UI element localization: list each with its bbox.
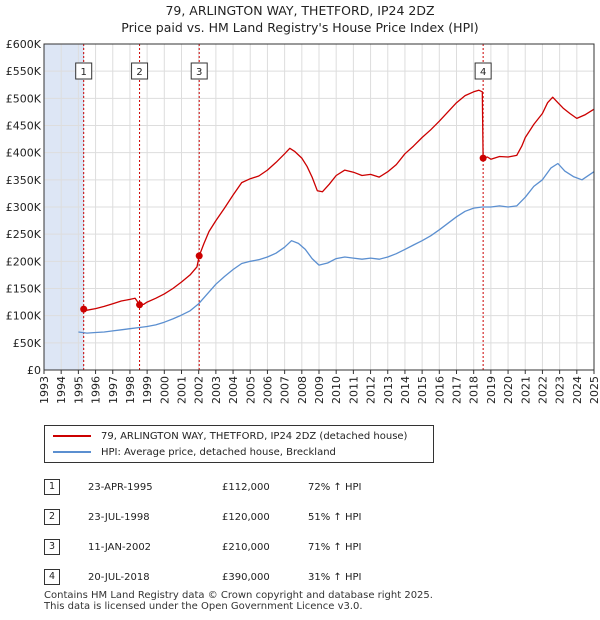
sales-table: 1 23-APR-1995 £112,000 72% ↑ HPI 2 23-JU… xyxy=(44,472,361,592)
sale-number-badge: 2 xyxy=(44,509,60,525)
x-tick-label: 2002 xyxy=(193,376,206,404)
chart-subtitle: Price paid vs. HM Land Registry's House … xyxy=(121,20,479,35)
x-tick-label: 2005 xyxy=(244,376,257,404)
sale-marker-label: 3 xyxy=(196,67,202,78)
table-row: 2 23-JUL-1998 £120,000 51% ↑ HPI xyxy=(44,502,361,532)
sale-point xyxy=(195,252,203,260)
price-chart: £0 £50K £100K £150K £200K £250K £300K £350K £400… xyxy=(6,38,600,404)
x-tick-label: 1996 xyxy=(90,376,103,404)
hpi-series-line xyxy=(78,162,595,334)
sale-hpi-change: 72% ↑ HPI xyxy=(308,481,362,493)
legend-swatch-hpi xyxy=(53,451,91,453)
sale-date: 20-JUL-2018 xyxy=(88,571,150,583)
sale-marker-box xyxy=(131,62,149,80)
x-tick-label: 2019 xyxy=(485,376,498,404)
chart-legend: 79, ARLINGTON WAY, THETFORD, IP24 2DZ (d… xyxy=(44,425,434,463)
sale-marker-box xyxy=(190,62,208,80)
x-tick-label: 1997 xyxy=(107,376,120,404)
x-tick-label: 2001 xyxy=(176,376,189,404)
sale-price: £390,000 xyxy=(222,571,270,583)
x-tick-label: 2018 xyxy=(468,376,481,404)
sale-date: 23-JUL-1998 xyxy=(88,511,150,523)
sale-date: 11-JAN-2002 xyxy=(88,541,152,553)
footer-licence: This data is licensed under the Open Gov… xyxy=(44,601,363,612)
sale-marker-label: 2 xyxy=(136,67,142,78)
x-tick-label: 2025 xyxy=(588,376,600,404)
y-tick-label: £450K xyxy=(6,120,42,133)
table-row: 4 20-JUL-2018 £390,000 31% ↑ HPI xyxy=(44,562,361,592)
chart-title: 79, ARLINGTON WAY, THETFORD, IP24 2DZ xyxy=(165,3,435,18)
sale-point xyxy=(136,301,144,309)
x-tick-label: 2023 xyxy=(554,376,567,404)
sale-point xyxy=(479,154,487,162)
x-tick-label: 2012 xyxy=(365,376,378,404)
sale-marker-box xyxy=(474,62,492,80)
sale-number-badge: 1 xyxy=(44,479,60,495)
x-tick-label: 2017 xyxy=(451,376,464,404)
x-tick-label: 2008 xyxy=(296,376,309,404)
sale-number-badge: 3 xyxy=(44,539,60,555)
x-tick-label: 1995 xyxy=(72,376,85,404)
sale-price: £112,000 xyxy=(222,481,270,493)
sale-marker-label: 4 xyxy=(480,67,486,78)
sale-point xyxy=(80,305,88,313)
sale-marker-box xyxy=(75,62,93,80)
x-tick-label: 2022 xyxy=(536,376,549,404)
legend-label-property: 79, ARLINGTON WAY, THETFORD, IP24 2DZ (d… xyxy=(101,430,408,442)
x-tick-label: 2000 xyxy=(158,376,171,404)
sale-number-badge: 4 xyxy=(44,569,60,585)
x-tick-label: 2014 xyxy=(399,376,412,404)
x-tick-label: 1994 xyxy=(55,376,68,404)
y-tick-label: £300K xyxy=(6,201,42,214)
x-tick-label: 2020 xyxy=(502,376,515,404)
table-row: 3 11-JAN-2002 £210,000 71% ↑ HPI xyxy=(44,532,361,562)
x-tick-label: 2011 xyxy=(347,376,360,404)
y-tick-label: £150K xyxy=(6,283,42,296)
y-tick-label: £250K xyxy=(6,228,42,241)
sale-hpi-change: 51% ↑ HPI xyxy=(308,511,362,523)
y-tick-label: £50K xyxy=(13,337,42,350)
sale-price: £210,000 xyxy=(222,541,270,553)
sale-hpi-change: 31% ↑ HPI xyxy=(308,571,362,583)
x-tick-label: 1999 xyxy=(141,376,154,404)
x-tick-label: 2013 xyxy=(382,376,395,404)
y-tick-label: £350K xyxy=(6,174,42,187)
sale-price: £120,000 xyxy=(222,511,270,523)
x-tick-label: 2006 xyxy=(261,376,274,404)
table-row: 1 23-APR-1995 £112,000 72% ↑ HPI xyxy=(44,472,361,502)
sale-date: 23-APR-1995 xyxy=(88,481,153,493)
x-tick-label: 2003 xyxy=(210,376,223,404)
x-tick-label: 2016 xyxy=(433,376,446,404)
legend-swatch-property xyxy=(53,435,91,437)
x-tick-label: 2015 xyxy=(416,376,429,404)
y-tick-label: £550K xyxy=(6,65,42,78)
legend-label-hpi: HPI: Average price, detached house, Brec… xyxy=(101,446,336,458)
y-tick-label: £500K xyxy=(6,92,42,105)
y-tick-label: £100K xyxy=(6,310,42,323)
property-series-line xyxy=(83,89,595,311)
x-tick-label: 2007 xyxy=(279,376,292,404)
x-tick-label: 2021 xyxy=(519,376,532,404)
sale-hpi-change: 71% ↑ HPI xyxy=(308,541,362,553)
x-tick-label: 2009 xyxy=(313,376,326,404)
footer-copyright: Contains HM Land Registry data © Crown c… xyxy=(44,590,433,601)
y-tick-label: £600K xyxy=(6,38,42,51)
y-tick-label: £400K xyxy=(6,147,42,160)
y-tick-label: £0 xyxy=(27,364,41,377)
x-tick-label: 2004 xyxy=(227,376,240,404)
plot-frame xyxy=(43,43,595,371)
x-tick-label: 1998 xyxy=(124,376,137,404)
legend-item-hpi: HPI: Average price, detached house, Brec… xyxy=(53,444,336,460)
y-tick-label: £200K xyxy=(6,255,42,268)
x-tick-label: 2024 xyxy=(571,376,584,404)
sale-marker-label: 1 xyxy=(81,67,87,78)
x-tick-label: 1993 xyxy=(38,376,51,404)
x-tick-label: 2010 xyxy=(330,376,343,404)
legend-item-property: 79, ARLINGTON WAY, THETFORD, IP24 2DZ (d… xyxy=(53,428,407,444)
